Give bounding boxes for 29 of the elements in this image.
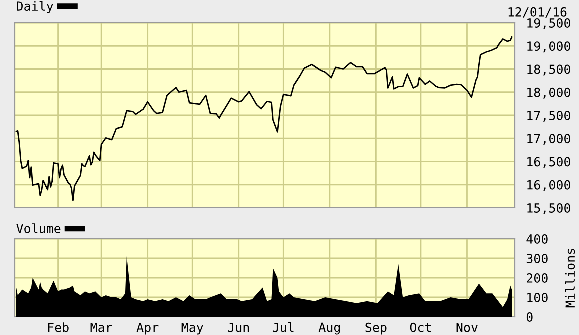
x-tick-label: May (182, 323, 204, 335)
y-axis-title: Millions (565, 249, 576, 308)
x-tick-label: Nov (456, 323, 478, 332)
x-tick-label: Jun (228, 323, 250, 332)
x-tick-label: Feb (48, 322, 69, 332)
x-tick-label: Sep (366, 322, 387, 335)
y-tick-label: 16,500 (528, 157, 570, 168)
x-tick-label: Jul (273, 322, 294, 332)
y-tick-label: 0 (526, 312, 533, 322)
y-tick-label: 17,500 (528, 111, 570, 122)
y-tick-label: 19,500 (528, 18, 570, 30)
y-tick-label: 400 (526, 234, 548, 244)
y-tick-label: 19,000 (528, 42, 570, 53)
y-tick-label: 18,500 (528, 64, 570, 76)
y-tick-label: 300 (526, 254, 548, 264)
y-tick-label: 15,500 (528, 204, 570, 215)
y-tick-label: 18,000 (528, 88, 570, 99)
x-tick-label: Oct (410, 322, 432, 332)
y-tick-label: 17,000 (528, 134, 570, 146)
legend-label: Volume (16, 224, 61, 234)
y-tick-label: 200 (527, 274, 548, 283)
y-tick-label: 100 (528, 293, 548, 302)
legend-label: Daily (17, 1, 54, 14)
line-series (16, 36, 513, 202)
y-tick-label: 16,000 (528, 180, 570, 192)
x-tick-label: Mar (90, 323, 112, 332)
x-tick-label: Aug (318, 322, 340, 335)
text: 12/01/16 (508, 7, 567, 18)
x-tick-label: Apr (136, 323, 159, 335)
